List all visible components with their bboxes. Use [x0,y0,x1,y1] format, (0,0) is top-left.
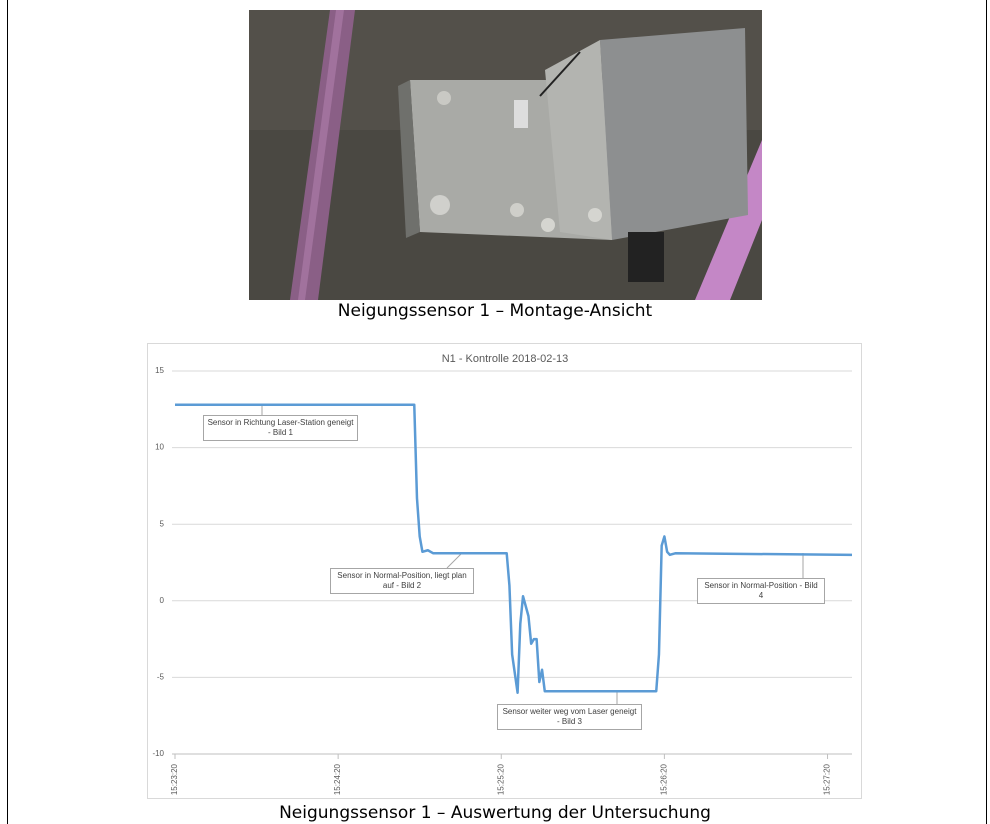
y-tick-label: 5 [160,519,165,528]
x-tick-label: 15:26:20 [660,763,669,795]
chart-caption: Neigungssensor 1 – Auswertung der Unters… [0,803,990,823]
photo-caption: Neigungssensor 1 – Montage-Ansicht [0,301,990,321]
y-tick-label: 10 [155,443,164,452]
annotation: Sensor in Normal-Position - Bild 4 [697,578,825,604]
y-tick-label: -10 [152,749,164,758]
annotation: Sensor in Richtung Laser-Station geneigt… [203,415,358,441]
x-tick-label: 15:27:20 [823,763,832,795]
chart-area [148,344,862,799]
y-tick-label: -5 [157,673,165,682]
document: N1 - Kontrolle 2018-02-13 -10 -5 0 5 10 15 15:… [0,0,990,824]
x-tick-label: 15:24:20 [333,763,342,795]
y-tick-label: 0 [160,596,165,605]
annotation: Sensor weiter weg vom Laser geneigt - Bi… [497,704,642,730]
y-tick-label: 15 [155,366,164,375]
photo [249,10,762,300]
x-tick-label: 15:23:20 [170,763,179,795]
x-tick-label: 15:25:20 [496,763,505,795]
page: N1 - Kontrolle 2018-02-13 -10 -5 0 5 10 15 15:… [0,0,990,824]
chart-title: N1 - Kontrolle 2018-02-13 [442,353,569,365]
annotation: Sensor in Normal-Position, liegt plan au… [330,568,474,594]
